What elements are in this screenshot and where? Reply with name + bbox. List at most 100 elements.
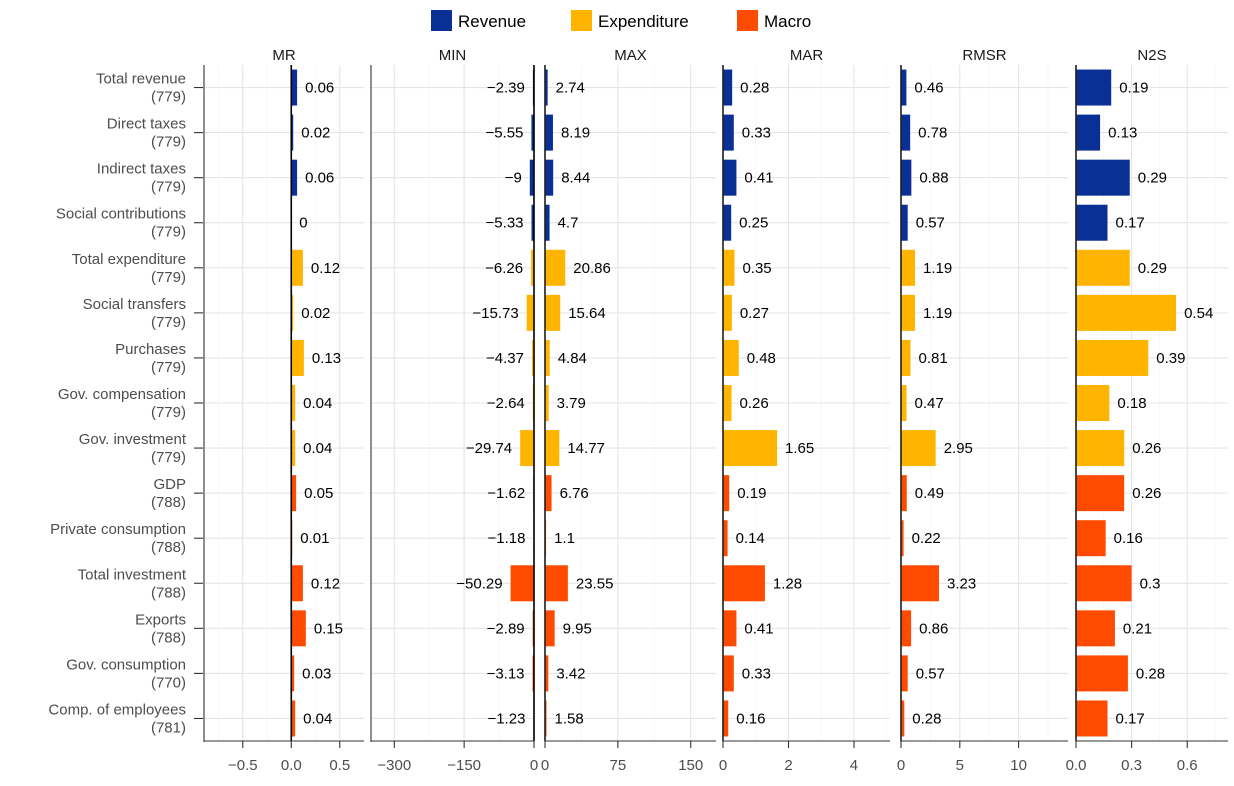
row-count-gov-compensation: (779) (151, 404, 186, 421)
x-tick-label-max: 0 (541, 757, 549, 774)
row-count-indirect-taxes: (779) (151, 179, 186, 196)
row-count-gov-investment: (779) (151, 449, 186, 466)
bar-mr-6 (291, 339, 304, 376)
bar-mar-14 (723, 700, 729, 737)
x-tick-label-n2s: 0.3 (1121, 757, 1142, 774)
row-count-social-contributions: (779) (151, 224, 186, 241)
value-label-rmsr-14: 0.28 (912, 710, 941, 727)
bar-max-7 (545, 385, 549, 421)
value-label-mar-1: 0.33 (742, 125, 771, 142)
bar-max-6 (545, 339, 550, 376)
bar-mar-1 (723, 114, 734, 151)
row-label-direct-taxes: Direct taxes (107, 116, 186, 133)
value-label-max-14: 1.58 (555, 710, 584, 727)
bar-max-12 (545, 610, 555, 647)
row-label-indirect-taxes: Indirect taxes (97, 161, 186, 178)
value-label-max-5: 15.64 (568, 305, 606, 322)
bar-max-3 (545, 204, 550, 241)
value-label-mar-10: 0.14 (736, 530, 765, 547)
bar-rmsr-8 (901, 430, 936, 467)
value-label-mar-3: 0.25 (739, 215, 768, 232)
bar-rmsr-2 (901, 159, 912, 196)
row-label-total-revenue: Total revenue (96, 71, 186, 88)
bar-rmsr-0 (901, 69, 907, 106)
row-count-total-expenditure: (779) (151, 269, 186, 286)
bar-mr-2 (291, 159, 298, 196)
value-label-rmsr-11: 3.23 (947, 575, 976, 592)
value-label-min-12: −2.89 (487, 620, 525, 637)
value-label-mr-6: 0.13 (312, 350, 341, 367)
value-label-mr-14: 0.04 (303, 710, 332, 727)
bar-max-5 (545, 294, 561, 331)
value-label-max-2: 8.44 (561, 170, 590, 187)
value-label-mr-13: 0.03 (302, 665, 331, 682)
x-tick-label-mar: 0 (719, 757, 727, 774)
bar-n2s-11 (1076, 565, 1132, 602)
bar-mar-6 (723, 339, 739, 376)
x-tick-label-rmsr: 10 (1010, 757, 1027, 774)
row-count-gdp: (788) (151, 494, 186, 511)
value-label-n2s-3: 0.17 (1116, 215, 1145, 232)
value-label-n2s-8: 0.26 (1132, 440, 1161, 457)
value-label-n2s-1: 0.13 (1108, 125, 1137, 142)
value-label-mar-4: 0.35 (742, 260, 771, 277)
value-label-mr-8: 0.04 (303, 440, 332, 457)
legend-swatch-revenue (431, 10, 452, 31)
x-tick-label-mr: −0.5 (228, 757, 258, 774)
value-label-mar-6: 0.48 (747, 350, 776, 367)
bar-rmsr-4 (901, 249, 915, 286)
bar-mar-8 (723, 430, 778, 467)
bar-rmsr-3 (901, 204, 908, 241)
x-tick-label-rmsr: 5 (956, 757, 964, 774)
x-tick-label-mar: 4 (850, 757, 858, 774)
value-label-rmsr-12: 0.86 (919, 620, 948, 637)
x-tick-label-min: −300 (377, 757, 411, 774)
row-count-exports: (788) (151, 629, 186, 646)
value-label-min-6: −4.37 (486, 350, 524, 367)
panel-title-mar: MAR (790, 47, 824, 64)
value-label-n2s-7: 0.18 (1117, 395, 1146, 412)
bar-max-1 (545, 114, 553, 151)
bar-rmsr-10 (901, 520, 904, 557)
bar-mr-1 (291, 114, 294, 151)
legend-label-expenditure: Expenditure (598, 12, 689, 31)
value-label-rmsr-10: 0.22 (912, 530, 941, 547)
bar-mar-13 (723, 655, 734, 692)
value-label-min-8: −29.74 (466, 440, 512, 457)
row-count-gov-consumption: (770) (151, 674, 186, 691)
value-label-min-9: −1.62 (487, 485, 525, 502)
value-label-mr-11: 0.12 (311, 575, 340, 592)
bar-rmsr-12 (901, 610, 912, 647)
bar-mr-9 (291, 475, 297, 512)
value-label-mar-13: 0.33 (742, 665, 771, 682)
bar-mr-14 (291, 700, 296, 737)
value-label-rmsr-1: 0.78 (918, 125, 947, 142)
bar-mr-0 (291, 69, 298, 106)
value-label-mr-7: 0.04 (303, 395, 332, 412)
bar-mr-5 (291, 294, 294, 331)
value-label-mr-1: 0.02 (301, 125, 330, 142)
value-label-mar-5: 0.27 (740, 305, 769, 322)
row-label-social-contributions: Social contributions (56, 206, 186, 223)
value-label-mar-2: 0.41 (744, 170, 773, 187)
value-label-mr-2: 0.06 (305, 170, 334, 187)
bar-mar-9 (723, 475, 730, 512)
bar-n2s-14 (1076, 700, 1108, 737)
row-count-direct-taxes: (779) (151, 134, 186, 151)
bar-mar-0 (723, 69, 733, 106)
value-label-mar-14: 0.16 (736, 710, 765, 727)
value-label-max-10: 1.1 (554, 530, 575, 547)
value-label-mar-7: 0.26 (740, 395, 769, 412)
value-label-rmsr-8: 2.95 (944, 440, 973, 457)
panel-title-mr: MR (272, 47, 295, 64)
bar-min-5 (526, 294, 534, 331)
value-label-min-7: −2.64 (487, 395, 525, 412)
legend-label-macro: Macro (764, 12, 811, 31)
value-label-mar-12: 0.41 (744, 620, 773, 637)
value-label-mar-9: 0.19 (737, 485, 766, 502)
row-count-comp-of-employees: (781) (151, 719, 186, 736)
bar-min-2 (529, 159, 534, 196)
value-label-rmsr-5: 1.19 (923, 305, 952, 322)
bar-mr-4 (291, 249, 303, 286)
